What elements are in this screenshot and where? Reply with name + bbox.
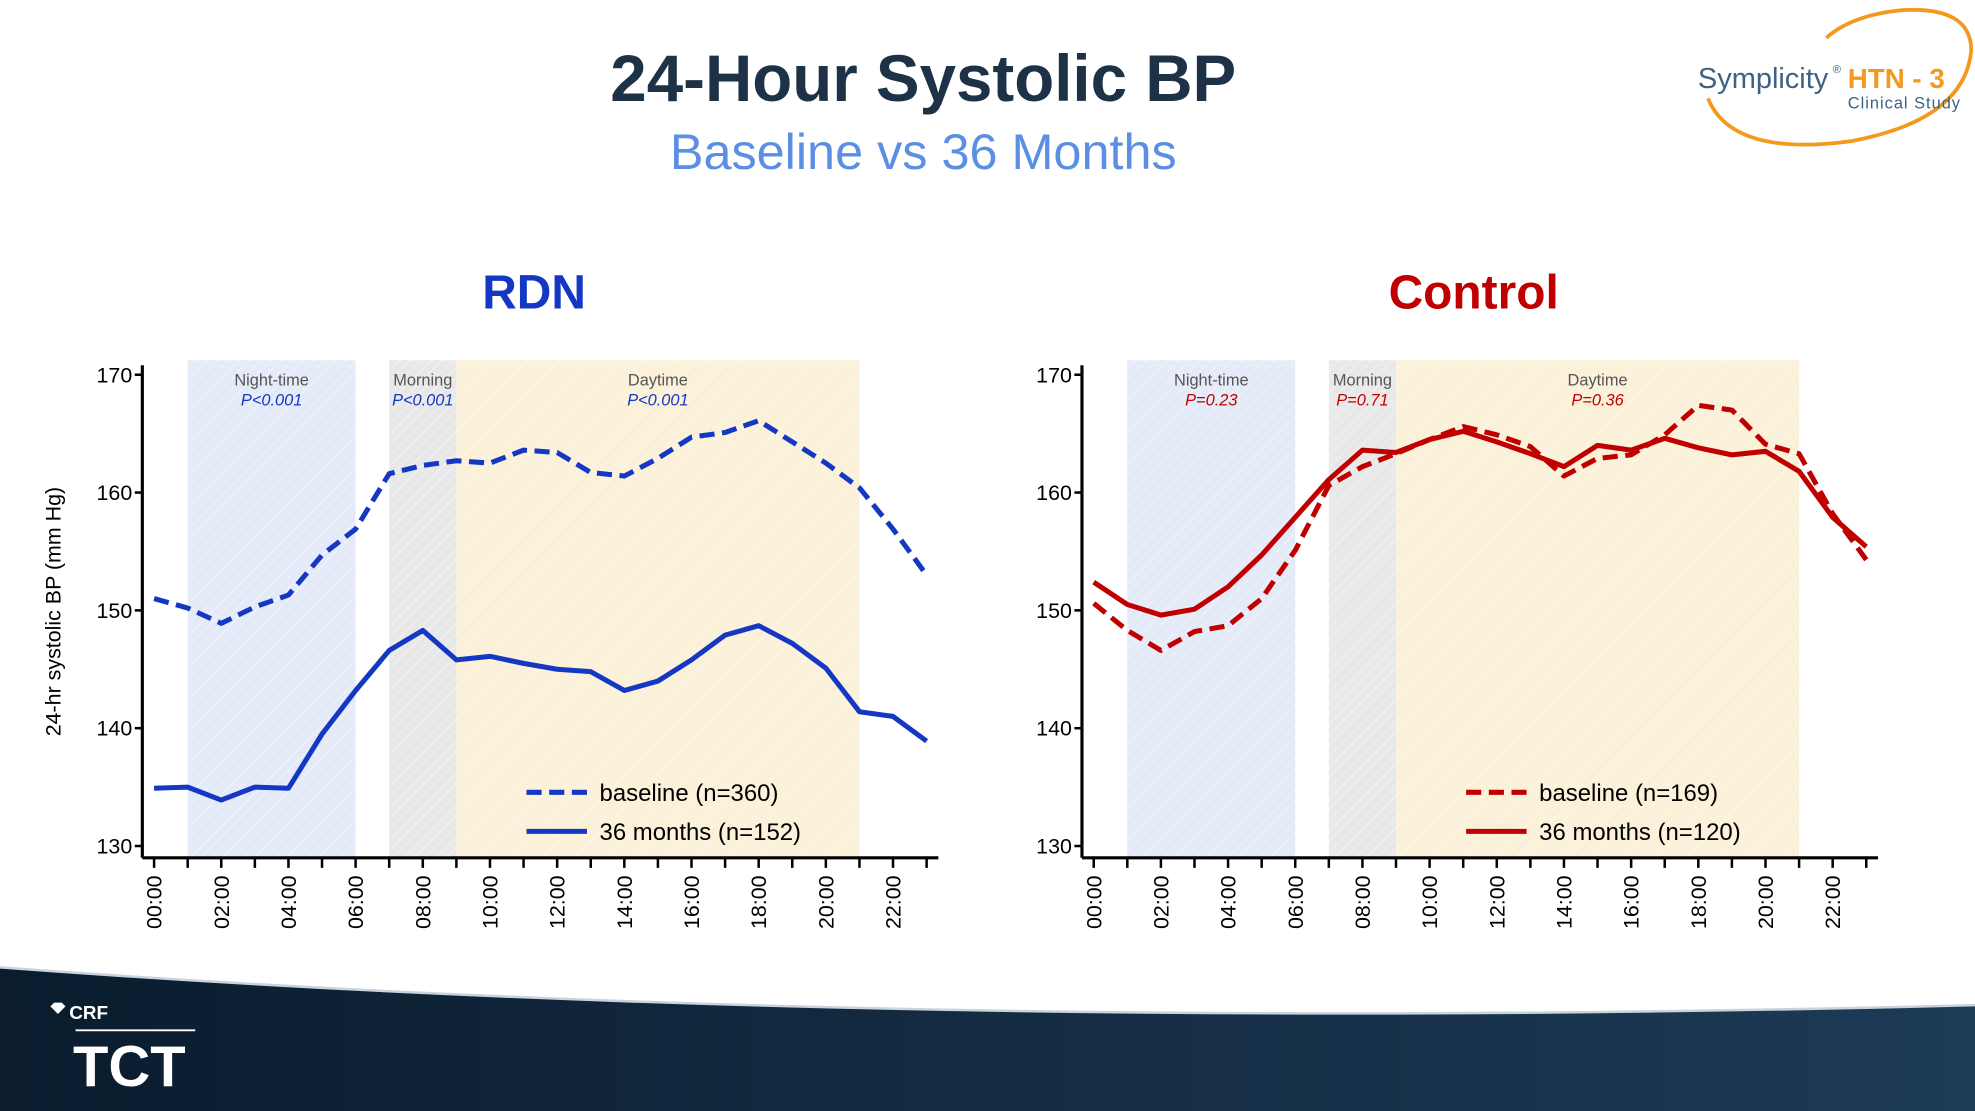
band-label: Night-time xyxy=(1174,371,1249,389)
x-tick-label: 10:00 xyxy=(479,875,503,929)
x-tick-label: 14:00 xyxy=(613,875,637,929)
x-tick-label: 02:00 xyxy=(1149,875,1173,929)
legend-label: 36 months (n=152) xyxy=(600,819,801,846)
band-label: Night-time xyxy=(234,371,309,389)
y-tick-label: 170 xyxy=(97,363,133,387)
data-line xyxy=(153,418,929,626)
band-hatch xyxy=(1328,360,1397,858)
chart-title: Control xyxy=(1389,267,1559,320)
footer-band xyxy=(0,967,1975,1111)
x-tick-label: 18:00 xyxy=(1687,875,1711,929)
x-tick-label: 14:00 xyxy=(1553,875,1577,929)
y-tick-label: 160 xyxy=(97,481,133,505)
footer-org: CRF xyxy=(69,1003,108,1024)
band-p-value: P<0.001 xyxy=(627,392,688,410)
band-p-value: P=0.23 xyxy=(1185,392,1237,410)
band-hatch xyxy=(1127,360,1296,858)
y-tick-label: 130 xyxy=(97,835,133,859)
logo-brand: Symplicity xyxy=(1698,63,1829,95)
x-tick-label: 12:00 xyxy=(546,875,570,929)
x-tick-label: 06:00 xyxy=(1284,875,1308,929)
x-tick-label: 22:00 xyxy=(882,875,906,929)
x-tick-label: 06:00 xyxy=(344,875,368,929)
band-p-value: P<0.001 xyxy=(241,392,302,410)
logo-mark: ® xyxy=(1833,64,1842,76)
footer-event: TCT xyxy=(73,1035,186,1099)
legend-label: baseline (n=169) xyxy=(1539,780,1718,807)
band-label: Daytime xyxy=(628,371,688,389)
logo-study: HTN - 3 xyxy=(1848,63,1945,94)
x-tick-label: 10:00 xyxy=(1418,875,1442,929)
band-hatch xyxy=(187,360,356,858)
y-tick-label: 130 xyxy=(1036,835,1072,859)
x-tick-label: 08:00 xyxy=(1351,875,1375,929)
y-tick-label: 150 xyxy=(97,599,133,623)
chart: Night-time P=0.23 Morning P=0.71 Daytime P=0.… xyxy=(1036,267,1879,929)
x-tick-label: 16:00 xyxy=(680,875,704,929)
slide-title: 24-Hour Systolic BP xyxy=(610,42,1236,115)
band-p-value: P=0.71 xyxy=(1336,392,1388,410)
x-tick-label: 04:00 xyxy=(1217,875,1241,929)
slide-subtitle: Baseline vs 36 Months xyxy=(670,123,1177,180)
chart: Night-time P<0.001 Morning P<0.001 Daytime P<… xyxy=(41,267,939,929)
y-tick-label: 140 xyxy=(97,717,133,741)
band-label: Daytime xyxy=(1568,371,1628,389)
x-tick-label: 08:00 xyxy=(411,875,435,929)
x-tick-label: 00:00 xyxy=(143,875,167,929)
x-tick-label: 22:00 xyxy=(1821,875,1845,929)
x-tick-label: 02:00 xyxy=(210,875,234,929)
data-line xyxy=(1092,402,1869,653)
x-tick-label: 18:00 xyxy=(747,875,771,929)
x-tick-label: 00:00 xyxy=(1082,875,1106,929)
y-tick-label: 150 xyxy=(1036,599,1072,623)
legend-label: 36 months (n=120) xyxy=(1539,819,1740,846)
x-tick-label: 04:00 xyxy=(277,875,301,929)
x-tick-label: 20:00 xyxy=(814,875,838,929)
y-tick-label: 160 xyxy=(1036,481,1072,505)
y-tick-label: 140 xyxy=(1036,717,1072,741)
x-tick-label: 20:00 xyxy=(1754,875,1778,929)
logo-swoosh xyxy=(1706,7,1974,147)
data-line xyxy=(1092,428,1868,618)
y-axis-label: 24-hr systolic BP (mm Hg) xyxy=(41,487,65,736)
chart-title: RDN xyxy=(482,267,586,320)
band-p-value: P<0.001 xyxy=(392,392,453,410)
legend-label: baseline (n=360) xyxy=(600,780,779,807)
band-label: Morning xyxy=(393,371,452,389)
band-p-value: P=0.36 xyxy=(1571,392,1624,410)
footer-logo-icon xyxy=(50,1002,66,1014)
logo-caption: Clinical Study xyxy=(1848,94,1961,112)
y-tick-label: 170 xyxy=(1036,363,1072,387)
x-tick-label: 12:00 xyxy=(1485,875,1509,929)
band-hatch xyxy=(389,360,457,858)
footer-edge xyxy=(0,966,1975,1015)
x-tick-label: 16:00 xyxy=(1620,875,1644,929)
band-label: Morning xyxy=(1333,371,1392,389)
data-line xyxy=(153,623,929,803)
